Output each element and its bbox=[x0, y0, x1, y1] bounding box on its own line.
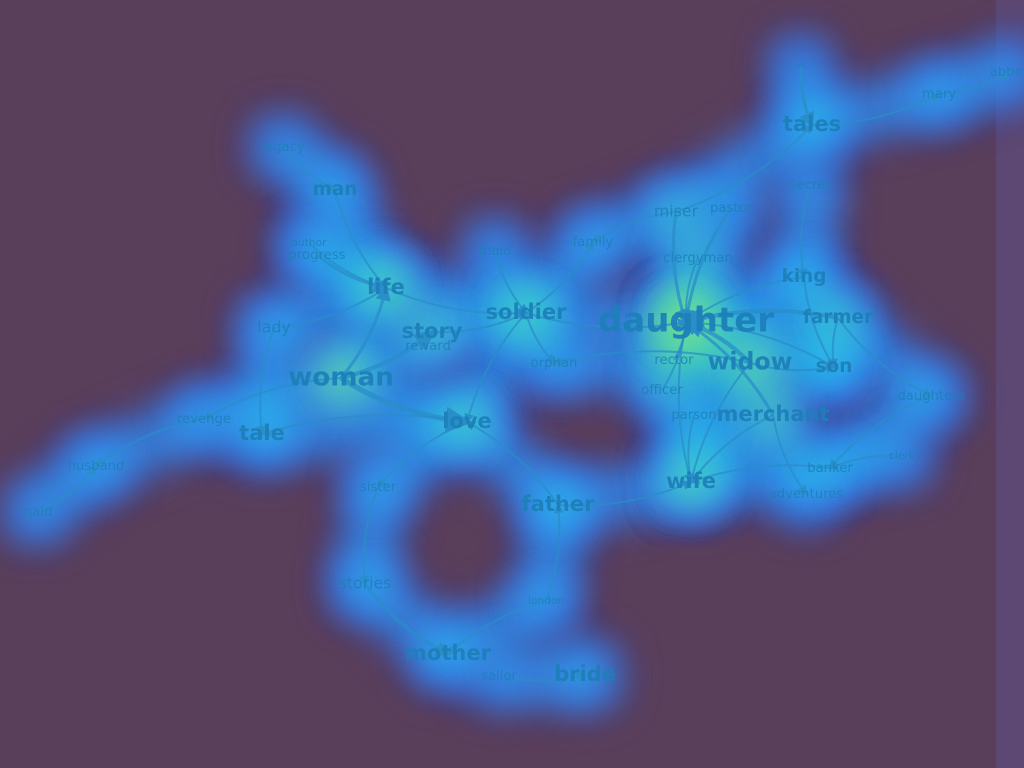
node-tales: tales bbox=[783, 112, 841, 136]
edge-woman-life bbox=[339, 284, 391, 379]
edge-clerk-banker bbox=[828, 454, 903, 470]
edge-miser-tales bbox=[675, 123, 814, 213]
node-king: king bbox=[782, 266, 827, 287]
node-miser: miser bbox=[654, 202, 699, 221]
edge-london-father bbox=[545, 503, 564, 602]
edge-secret-king bbox=[797, 184, 811, 279]
node-maid: maid bbox=[20, 505, 53, 520]
edge-revenge-husband bbox=[94, 418, 205, 468]
edge-love-tale bbox=[260, 413, 468, 437]
edge-london-mother bbox=[446, 600, 547, 656]
node-parson: parson bbox=[671, 408, 716, 423]
edge-father-wife bbox=[557, 480, 693, 507]
node-daughter: daughter bbox=[598, 301, 774, 341]
edge-son-daughter bbox=[684, 317, 835, 368]
edge-merchant-adventures bbox=[772, 414, 808, 496]
node-soldier: soldier bbox=[486, 300, 568, 324]
node-story: story bbox=[401, 319, 462, 343]
edge-soldier-love bbox=[464, 312, 527, 424]
edge-widow-wife bbox=[687, 362, 751, 484]
node-reward: reward bbox=[405, 339, 451, 354]
node-pastor: pastor bbox=[710, 201, 753, 216]
node-love: love bbox=[442, 409, 492, 433]
node-author: author bbox=[292, 237, 328, 249]
edge-lady-tale bbox=[256, 327, 275, 436]
node-father: father bbox=[522, 492, 596, 516]
edge-love-sister bbox=[376, 421, 468, 489]
edge-sailor-bride bbox=[498, 672, 587, 682]
edge-banker-wife bbox=[689, 464, 831, 485]
edge-maid-husband bbox=[35, 464, 98, 513]
node-husband: husband bbox=[68, 459, 125, 474]
edges-group bbox=[35, 65, 1012, 682]
node-tale: tale bbox=[239, 421, 285, 445]
node-merchant: merchant bbox=[716, 402, 829, 426]
node-abbey: abbey bbox=[990, 65, 1024, 80]
node-officer: officer bbox=[641, 383, 683, 398]
edge-woman-revenge bbox=[202, 377, 342, 421]
node-tales_top: — bbox=[796, 60, 807, 72]
node-london: london bbox=[528, 595, 564, 607]
node-sailor: sailor bbox=[481, 669, 517, 684]
edge-soldier-family bbox=[525, 240, 594, 314]
edge-daughter-wife bbox=[677, 321, 694, 484]
edge-stories-mother bbox=[363, 583, 451, 656]
edge-daughters-banker bbox=[828, 395, 932, 470]
edge-life-soldier bbox=[385, 287, 528, 319]
node-wife: wife bbox=[666, 469, 716, 493]
edge-king-son bbox=[803, 276, 836, 369]
edge-tales-mary bbox=[811, 93, 941, 126]
edge-tales_top-tales bbox=[799, 65, 815, 128]
node-sister: sister bbox=[360, 480, 397, 495]
node-bride: bride bbox=[554, 662, 616, 686]
node-stories: stories bbox=[339, 574, 392, 593]
node-adventures: adventures bbox=[769, 487, 844, 502]
node-son: son bbox=[816, 356, 853, 377]
node-family: family bbox=[573, 235, 614, 250]
node-orphan: orphan bbox=[531, 356, 578, 371]
node-man: man bbox=[313, 179, 358, 200]
edge-widow-son bbox=[749, 362, 836, 374]
edge-woman-story bbox=[340, 329, 436, 381]
edge-mary-abbey bbox=[938, 70, 1012, 95]
node-farmer: farmer bbox=[803, 307, 874, 328]
edge-miser-family bbox=[591, 211, 677, 244]
node-clergyman: clergyman bbox=[663, 251, 733, 266]
edge-farmer-daughters bbox=[837, 317, 933, 397]
edge-father-love bbox=[465, 421, 559, 506]
node-lady: lady bbox=[257, 318, 290, 337]
node-woman: woman bbox=[288, 363, 394, 393]
node-progress: progress bbox=[289, 248, 346, 263]
edge-clergyman-daughter bbox=[680, 257, 699, 324]
edge-merchant-wife bbox=[689, 414, 774, 484]
nodes-group: daughter woman widow soldier merchant wife lov… bbox=[20, 60, 1024, 686]
node-banker: banker bbox=[807, 461, 853, 476]
edge-lady-life bbox=[273, 286, 388, 329]
node-maid2: maid bbox=[479, 244, 512, 259]
node-life: life bbox=[367, 275, 405, 299]
edge-maid2-soldier bbox=[494, 250, 528, 315]
node-mother: mother bbox=[405, 641, 492, 665]
edge-sister-stories bbox=[359, 486, 379, 586]
edge-soldier-daughter bbox=[525, 312, 688, 329]
node-rector: rector bbox=[654, 353, 694, 368]
node-widow: widow bbox=[708, 348, 793, 376]
edge-legacy-man bbox=[282, 146, 337, 191]
node-daughters: daughters bbox=[897, 389, 964, 404]
node-revenge: revenge bbox=[177, 412, 231, 427]
node-mary: mary bbox=[922, 87, 956, 102]
edge-widow-orphan bbox=[552, 350, 751, 366]
node-secret: secret bbox=[790, 178, 831, 193]
node-clerk: clerk bbox=[889, 450, 916, 462]
edge-story-soldier bbox=[431, 311, 528, 334]
edge-soldier-orphan bbox=[525, 312, 556, 365]
node-legacy: legacy bbox=[261, 140, 304, 155]
